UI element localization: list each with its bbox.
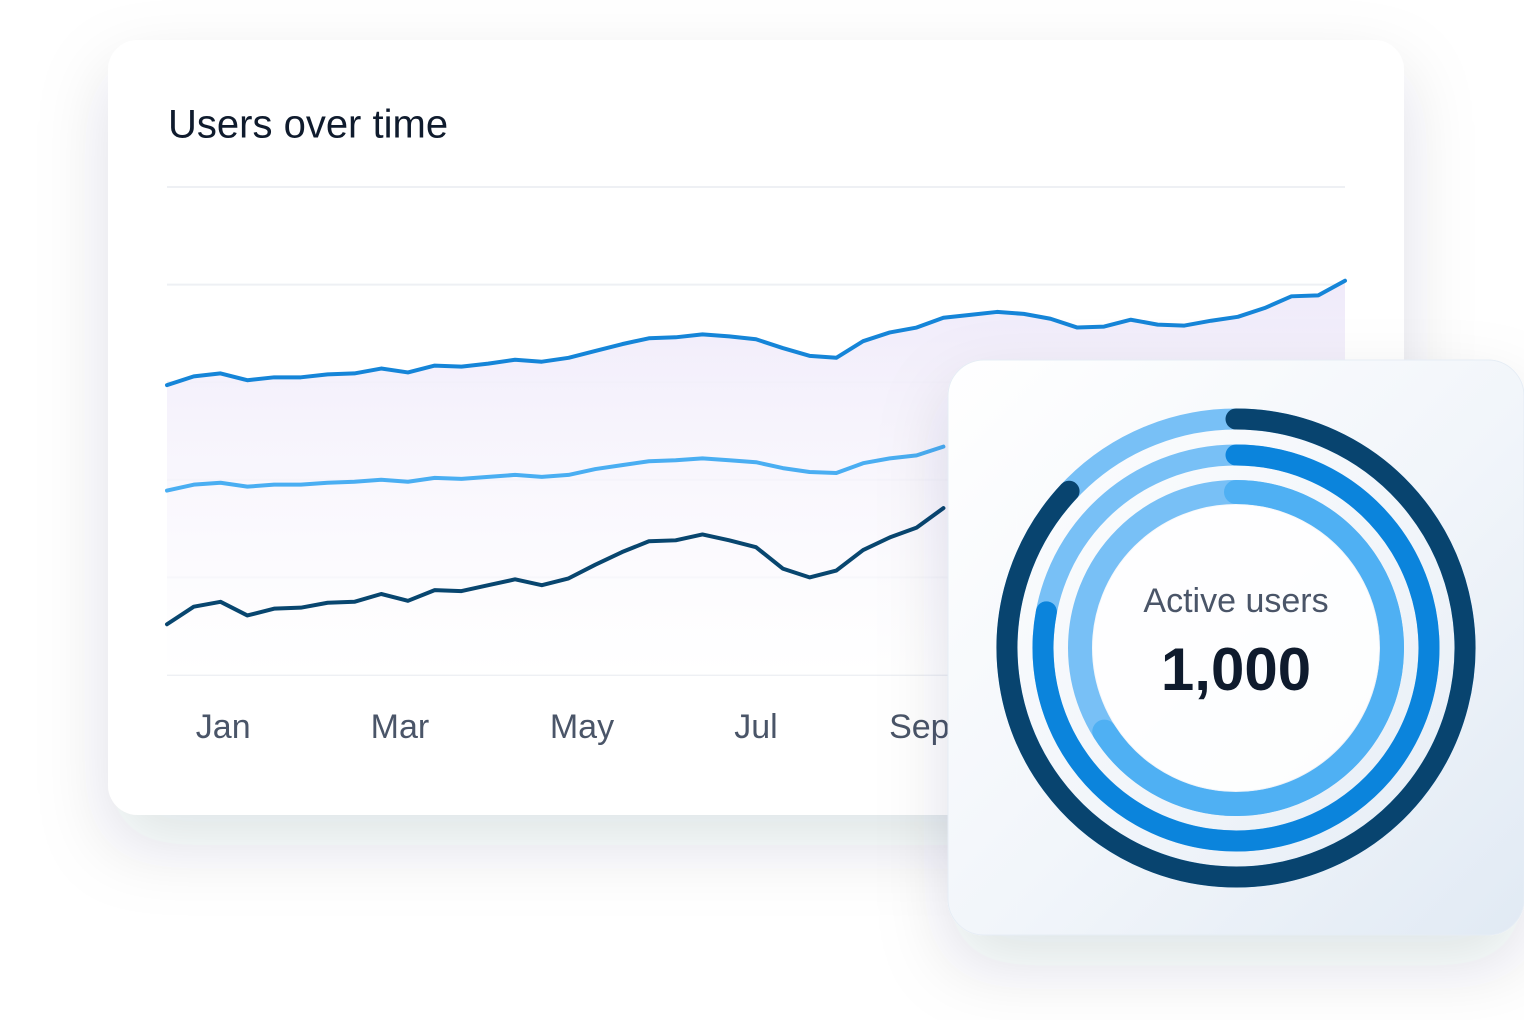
donut-title: Active users xyxy=(1143,582,1328,620)
donut-value: 1,000 xyxy=(1161,636,1311,703)
line-series xyxy=(165,444,946,493)
ring-center xyxy=(1093,505,1379,791)
x-tick-label: Sep xyxy=(889,708,950,746)
chart-title: Users over time xyxy=(168,103,448,147)
ring-arc xyxy=(1092,480,1404,816)
line-series xyxy=(165,506,946,627)
donut-chart: Active users 1,000 xyxy=(996,408,1476,888)
x-tick-label: Jan xyxy=(196,708,251,746)
x-tick-label: Mar xyxy=(371,708,430,746)
line-series xyxy=(165,278,1347,388)
ring-arc xyxy=(996,408,1476,888)
x-tick-label: May xyxy=(550,708,614,746)
ring-arc xyxy=(1032,444,1440,852)
x-tick-label: Jul xyxy=(734,708,777,746)
